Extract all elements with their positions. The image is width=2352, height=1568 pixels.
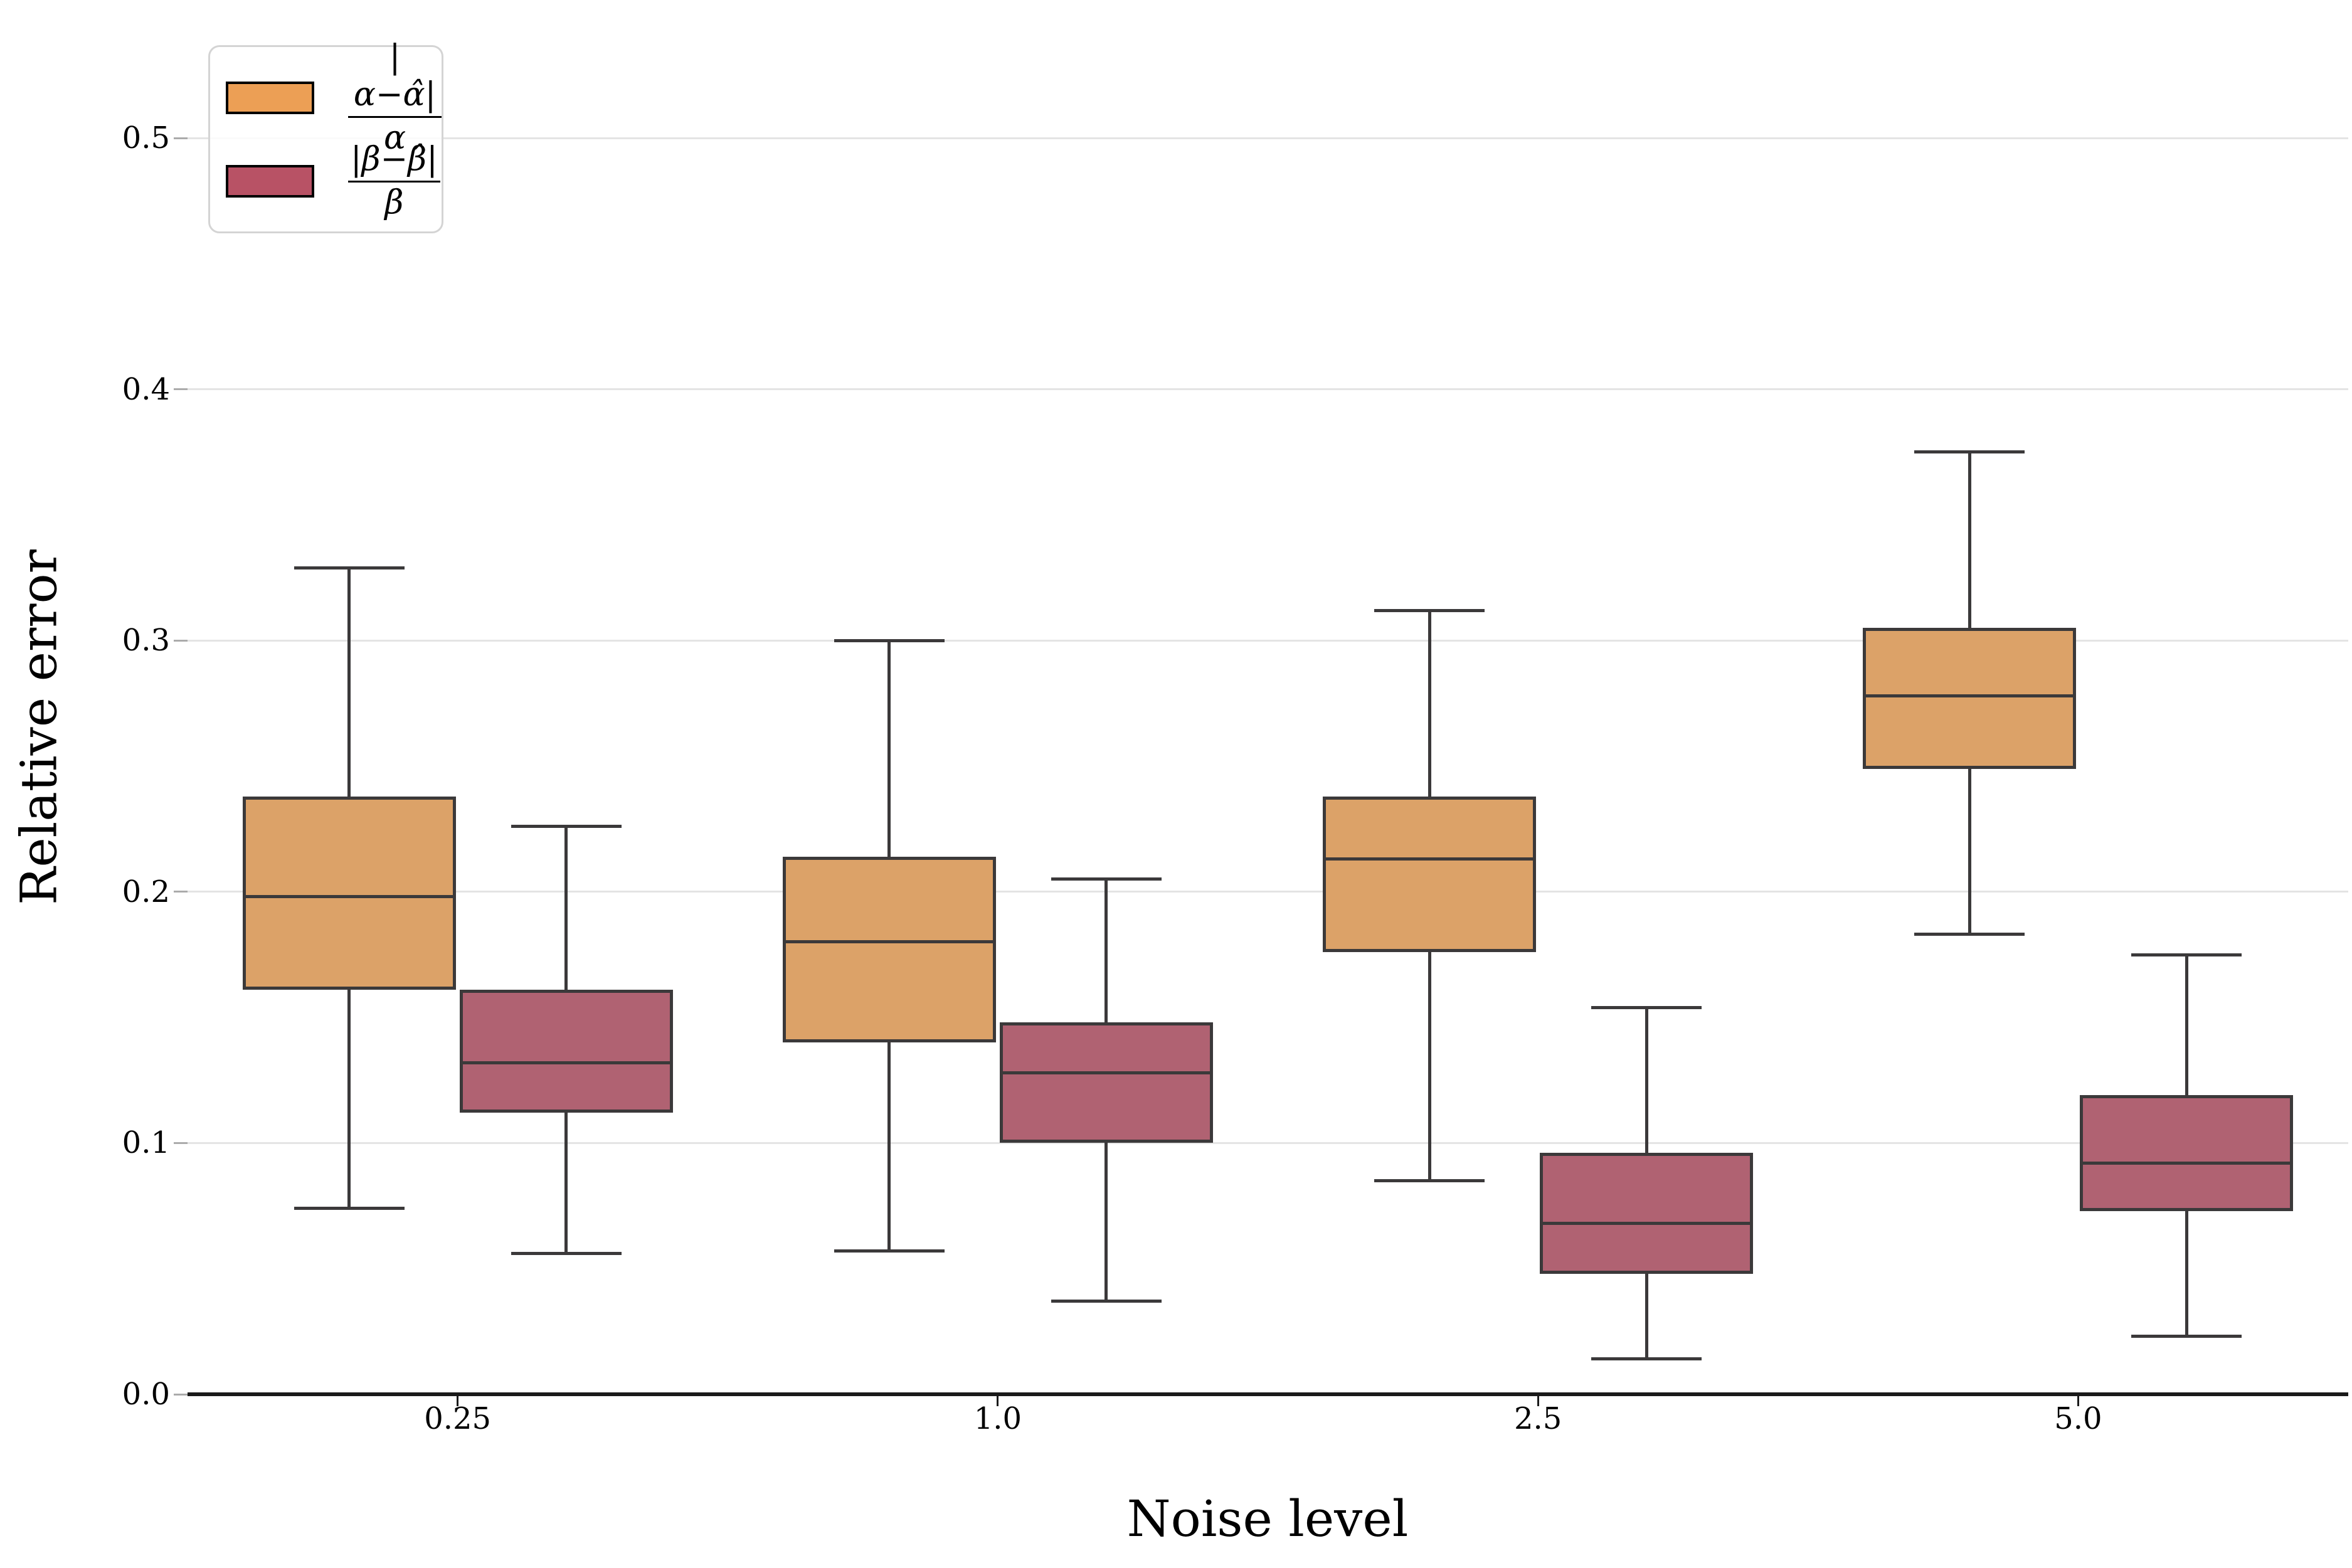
whisker-cap-upper [1914, 450, 2025, 454]
legend-label-beta: |β−β̂| β [348, 140, 440, 221]
whisker-upper [564, 826, 568, 990]
whisker-cap-upper [834, 638, 945, 642]
whisker-cap-upper [511, 825, 622, 829]
whisker-cap-lower [1591, 1357, 1702, 1361]
whisker-cap-lower [834, 1249, 945, 1253]
x-tick-label-0.25: 0.25 [424, 1401, 492, 1436]
whisker-lower [1968, 768, 1971, 935]
x-axis-spine [188, 1392, 2348, 1396]
median-line [1540, 1222, 1754, 1226]
whisker-cap-upper [294, 566, 405, 569]
whisker-lower [1428, 952, 1431, 1181]
y-tick-label: 0.0 [122, 1377, 170, 1412]
box-alpha-5.0 [1863, 628, 2077, 769]
legend-item-beta: |β−β̂| β [226, 140, 442, 223]
box-beta-5.0 [2080, 1095, 2294, 1211]
x-tick-mark [997, 1396, 999, 1406]
y-tick-mark [174, 137, 188, 139]
y-tick-mark [174, 388, 188, 391]
gridline-y-0.1 [188, 1142, 2348, 1144]
whisker-cap-lower [294, 1207, 405, 1210]
whisker-cap-lower [1374, 1179, 1485, 1183]
legend-beta-denominator: β [384, 184, 404, 221]
x-tick-label-2.5: 2.5 [1513, 1401, 1562, 1436]
x-tick-label-5.0: 5.0 [2054, 1401, 2102, 1436]
beta-series-swatch [226, 164, 314, 198]
gridline-y-0.4 [188, 388, 2348, 391]
whisker-cap-lower [511, 1252, 622, 1256]
gridline-y-0.3 [188, 639, 2348, 642]
legend-beta-numerator: |β−β̂| [348, 140, 440, 183]
box-beta-1.0 [999, 1022, 1213, 1143]
whisker-lower [2185, 1210, 2188, 1337]
x-tick-mark [457, 1396, 459, 1406]
whisker-lower [564, 1113, 568, 1254]
y-tick-label: 0.5 [122, 120, 170, 156]
box-alpha-2.5 [1323, 796, 1537, 952]
y-tick-label: 0.2 [122, 874, 170, 909]
median-line [999, 1071, 1213, 1074]
median-line [1863, 694, 2077, 697]
whisker-upper [1645, 1007, 1648, 1153]
median-line [459, 1061, 673, 1064]
gridline-y-0.2 [188, 891, 2348, 893]
gridline-y-0.5 [188, 137, 2348, 139]
x-tick-mark [2077, 1396, 2079, 1406]
median-line [2080, 1161, 2294, 1165]
x-tick-mark [1537, 1396, 1539, 1406]
legend-alpha-numerator: |α−α̂| [348, 38, 442, 118]
median-line [1323, 857, 1537, 861]
x-axis-title: Noise level [1126, 1490, 1409, 1548]
y-tick-mark [174, 1393, 188, 1396]
y-tick-label: 0.1 [122, 1125, 170, 1161]
y-tick-label: 0.4 [122, 371, 170, 407]
box-beta-2.5 [1540, 1153, 1754, 1274]
whisker-lower [1645, 1273, 1648, 1359]
whisker-cap-upper [2131, 953, 2242, 956]
median-line [782, 940, 996, 944]
whisker-upper [1428, 610, 1431, 797]
legend-item-alpha: |α−α̂| α [226, 38, 442, 157]
whisker-lower [347, 990, 351, 1209]
median-line [242, 895, 456, 899]
whisker-cap-upper [1591, 1005, 1702, 1009]
y-tick-mark [174, 1142, 188, 1144]
whisker-cap-lower [2131, 1335, 2242, 1338]
whisker-upper [1104, 879, 1108, 1023]
x-tick-label-1.0: 1.0 [973, 1401, 1022, 1436]
y-axis-title: Relative error [9, 549, 68, 905]
alpha-series-swatch [226, 81, 314, 114]
y-tick-label: 0.3 [122, 623, 170, 659]
legend-alpha-denominator: α [383, 119, 406, 157]
whisker-upper [347, 568, 351, 797]
whisker-cap-lower [1914, 933, 2025, 936]
box-alpha-1.0 [782, 856, 996, 1043]
y-tick-mark [174, 639, 188, 642]
whisker-upper [1968, 452, 1971, 628]
whisker-upper [887, 640, 891, 857]
whisker-cap-lower [1051, 1300, 1162, 1303]
whisker-upper [2185, 955, 2188, 1096]
whisker-lower [887, 1042, 891, 1251]
box-alpha-0.25 [242, 796, 456, 990]
legend: |α−α̂| α |β−β̂| β [208, 38, 443, 233]
whisker-lower [1104, 1143, 1108, 1301]
whisker-cap-upper [1051, 877, 1162, 881]
legend-label-alpha: |α−α̂| α [348, 38, 442, 157]
whisker-cap-upper [1374, 608, 1485, 612]
box-beta-0.25 [459, 990, 673, 1113]
y-tick-mark [174, 891, 188, 893]
